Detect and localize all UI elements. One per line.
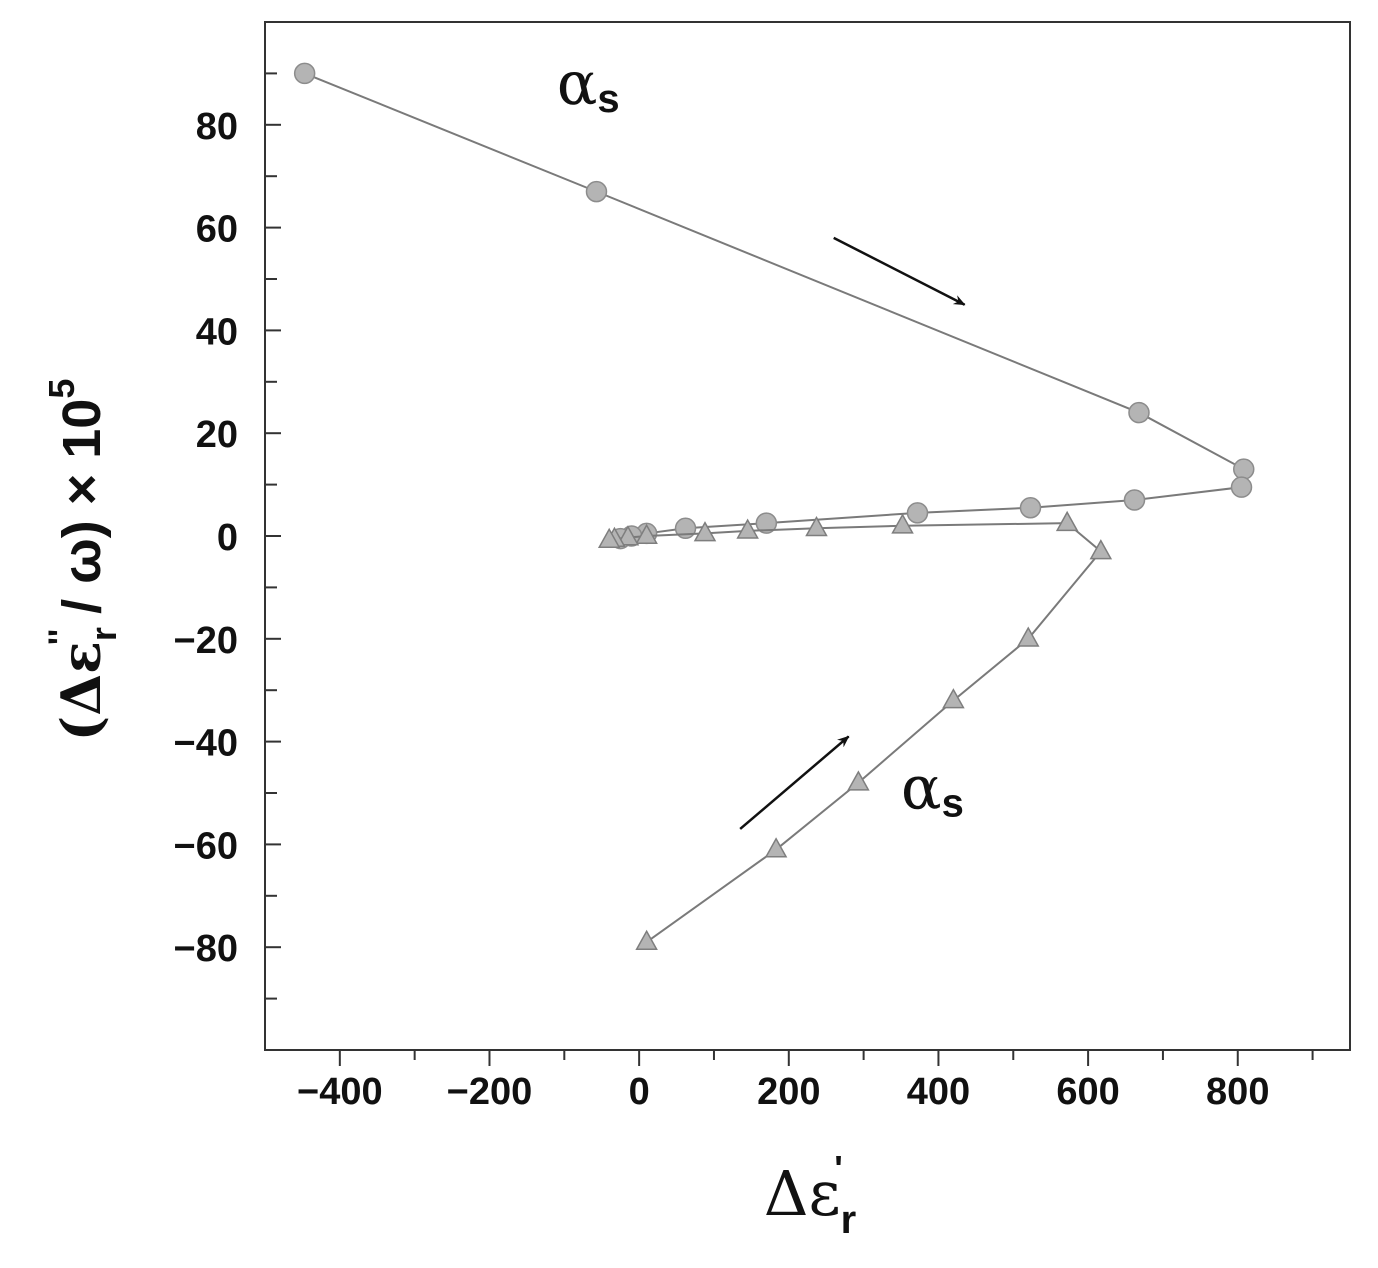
annotation-alpha-s: αs [901, 753, 964, 825]
x-tick-label: 600 [1056, 1071, 1119, 1113]
y-tick-label: 40 [196, 311, 238, 353]
data-point [891, 513, 914, 534]
data-point [1055, 510, 1079, 532]
series-line [304, 72, 1245, 540]
x-axis-label-sub: r [841, 1198, 857, 1242]
y-tick-label: −60 [174, 825, 238, 867]
x-axis-label-sup: ' [834, 1148, 843, 1189]
data-point [805, 515, 828, 537]
series-circle [293, 62, 1255, 550]
series-layer [293, 62, 1255, 951]
annotation-alpha-s: αs [557, 49, 620, 121]
data-point [293, 62, 316, 85]
data-point [597, 527, 621, 549]
x-axis-label-main: Δε [764, 1157, 841, 1230]
y-axis-tick-labels: −80 −60 −40 −20 0 20 40 60 80 [174, 106, 238, 970]
data-point [736, 518, 759, 539]
data-point [1019, 496, 1042, 519]
x-tick-label: 800 [1206, 1071, 1269, 1113]
x-axis-label: Δεr ' [764, 1148, 856, 1242]
y-tick-label: 60 [196, 209, 238, 251]
data-point [1123, 489, 1146, 511]
annotation-subscript: s [942, 781, 964, 825]
data-point [693, 521, 717, 542]
y-axis-label-sup: '' [42, 629, 80, 645]
y-tick-label: −20 [174, 620, 238, 662]
y-tick-label: −80 [174, 928, 238, 970]
direction-arrow [833, 236, 966, 306]
y-axis-label: (Δεr'' / ω) × 105 [41, 379, 124, 742]
annotation-symbol: α [901, 753, 942, 823]
y-axis-label-rest: / ω) × 10 [52, 399, 112, 629]
annotation-symbol: α [557, 49, 598, 119]
data-point [616, 525, 640, 546]
data-point [764, 837, 788, 858]
y-tick-label: 0 [217, 517, 238, 559]
y-tick-label: 80 [196, 106, 238, 148]
data-point [1016, 626, 1040, 647]
data-point [1128, 401, 1150, 424]
y-tick-label: 20 [196, 414, 238, 456]
x-tick-label: 0 [629, 1071, 650, 1113]
y-axis-ticks [265, 72, 281, 1000]
x-axis-tick-labels: −400 −200 0 200 400 600 800 [297, 1071, 1269, 1113]
x-tick-label: −200 [447, 1071, 533, 1113]
y-tick-label: −40 [174, 723, 238, 765]
direction-arrow [739, 735, 850, 830]
data-point [635, 929, 658, 951]
series-line [609, 522, 1103, 943]
data-point [585, 180, 608, 203]
x-tick-label: −400 [297, 1071, 383, 1113]
data-point [906, 502, 929, 524]
y-axis-label-sub: r [83, 627, 124, 641]
annotation-subscript: s [597, 77, 619, 121]
x-tick-label: 400 [907, 1071, 970, 1113]
data-point [635, 523, 658, 544]
y-axis-label-open: (Δε [49, 641, 113, 741]
x-axis-ticks [338, 1050, 1314, 1066]
data-point [755, 512, 778, 534]
data-point [1232, 458, 1255, 480]
x-tick-label: 200 [757, 1071, 820, 1113]
data-point [1230, 476, 1253, 498]
data-point [942, 688, 965, 709]
data-point [847, 770, 870, 791]
series-triangle [597, 510, 1113, 951]
arrow-layer [739, 236, 966, 830]
y-axis-label-exp: 5 [41, 379, 82, 399]
data-point [1089, 539, 1113, 560]
